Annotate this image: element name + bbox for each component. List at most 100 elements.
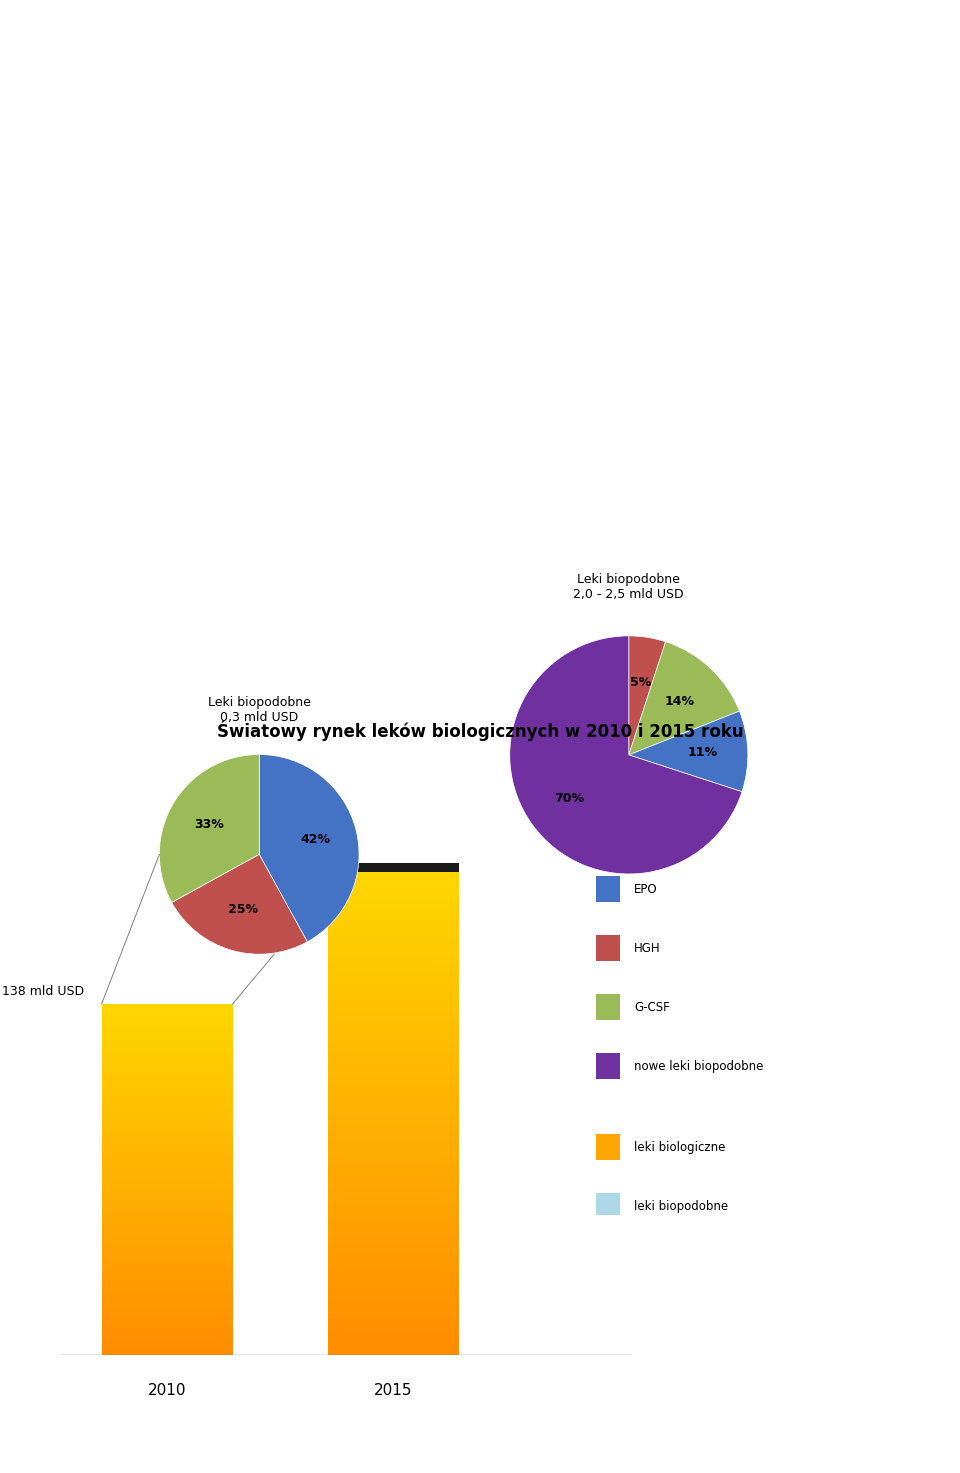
Bar [102, 1170, 232, 1171]
Bar [102, 1336, 232, 1337]
Bar [327, 1178, 459, 1181]
Bar [327, 1290, 459, 1292]
Bar [327, 1056, 459, 1058]
Bar [102, 1289, 232, 1290]
Bar [102, 1252, 232, 1254]
Bar [327, 1147, 459, 1150]
Bar [102, 1059, 232, 1061]
Bar [102, 1333, 232, 1335]
Text: Światowy rynek leków biologicznych w 2010 i 2015 roku: Światowy rynek leków biologicznych w 201… [217, 720, 743, 741]
Bar [102, 1162, 232, 1164]
Bar [327, 1264, 459, 1265]
Bar [327, 968, 459, 971]
Bar [102, 1024, 232, 1025]
Bar [102, 1218, 232, 1220]
Title: Leki biopodobne
0,3 mld USD: Leki biopodobne 0,3 mld USD [207, 697, 311, 725]
Bar [102, 1114, 232, 1115]
Bar [327, 1205, 459, 1208]
Bar [102, 1234, 232, 1236]
Bar [327, 1136, 459, 1137]
Bar [102, 1199, 232, 1200]
Bar [102, 1249, 232, 1252]
Bar [327, 1212, 459, 1215]
Wedge shape [159, 754, 259, 903]
Bar [102, 1016, 232, 1018]
Bar [327, 915, 459, 918]
Text: 5%: 5% [630, 676, 651, 688]
Bar [102, 1215, 232, 1217]
Bar [327, 906, 459, 907]
Bar [327, 1065, 459, 1068]
Bar [327, 996, 459, 997]
Bar [327, 1332, 459, 1333]
Bar [327, 1311, 459, 1314]
Bar [327, 1326, 459, 1329]
Bar [102, 1193, 232, 1196]
Bar [327, 918, 459, 921]
Text: 25%: 25% [228, 903, 258, 916]
Bar [327, 949, 459, 952]
Bar [102, 1027, 232, 1028]
Bar [327, 1121, 459, 1122]
Bar [102, 1071, 232, 1072]
Bar [327, 1283, 459, 1284]
Bar [327, 1122, 459, 1125]
Bar [102, 1142, 232, 1143]
Bar [102, 1124, 232, 1125]
Bar [327, 1133, 459, 1136]
Bar [596, 935, 620, 962]
Bar [596, 876, 620, 901]
Bar [327, 1258, 459, 1261]
Bar [102, 1109, 232, 1111]
Bar [327, 899, 459, 901]
Bar [327, 929, 459, 932]
Bar [102, 1184, 232, 1187]
Bar [102, 1337, 232, 1339]
Bar [102, 1064, 232, 1065]
Bar [102, 1145, 232, 1146]
Text: 14%: 14% [664, 695, 694, 707]
Bar [327, 1156, 459, 1159]
Bar [327, 1299, 459, 1302]
Bar [327, 1012, 459, 1015]
Bar [102, 1041, 232, 1043]
Bar [102, 1258, 232, 1261]
Bar [327, 1314, 459, 1317]
Bar [327, 981, 459, 982]
Bar [327, 1130, 459, 1133]
Bar [327, 941, 459, 944]
Bar [102, 1298, 232, 1299]
Bar [327, 888, 459, 891]
Text: 11%: 11% [687, 747, 717, 759]
Bar [102, 1262, 232, 1264]
Bar [327, 1196, 459, 1198]
Bar [327, 1027, 459, 1028]
Bar [102, 1043, 232, 1044]
Bar [102, 1208, 232, 1209]
Bar [327, 1090, 459, 1091]
Bar [102, 1072, 232, 1074]
Bar [102, 1248, 232, 1249]
Bar [327, 1234, 459, 1237]
Bar [327, 1028, 459, 1031]
Bar [102, 1159, 232, 1161]
Bar [327, 1351, 459, 1352]
Bar [102, 1171, 232, 1173]
Wedge shape [510, 636, 742, 873]
Bar [596, 1193, 620, 1220]
Bar [102, 1074, 232, 1077]
Bar [102, 1117, 232, 1118]
Bar [327, 1143, 459, 1145]
Bar [327, 1280, 459, 1283]
Bar [102, 1304, 232, 1307]
Bar [327, 922, 459, 925]
Bar [327, 982, 459, 985]
Bar [327, 1284, 459, 1287]
Bar [327, 978, 459, 981]
Bar [102, 1121, 232, 1124]
Bar [102, 1015, 232, 1016]
Bar [102, 1025, 232, 1027]
Bar [102, 1005, 232, 1006]
Bar [327, 1000, 459, 1002]
Bar [327, 1159, 459, 1162]
